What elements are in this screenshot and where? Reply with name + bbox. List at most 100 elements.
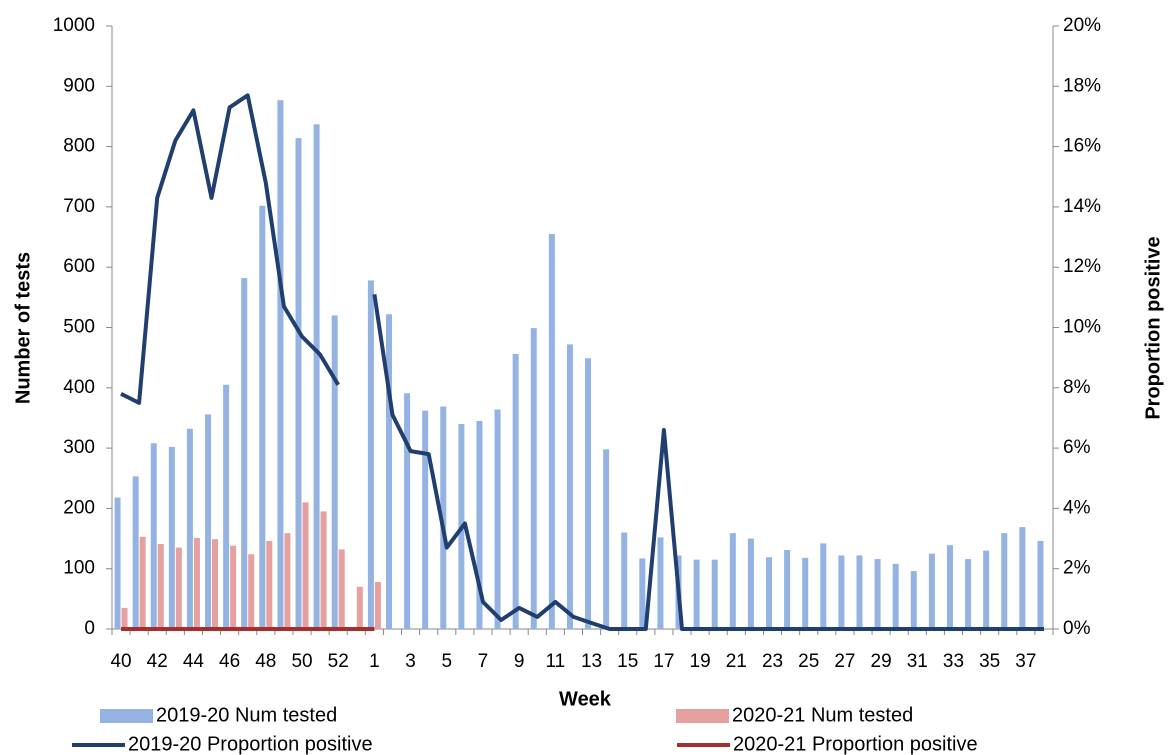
- bar: [784, 550, 791, 629]
- y2-tick-label: 16%: [1063, 136, 1101, 157]
- bar: [946, 545, 953, 629]
- bar: [367, 280, 374, 629]
- y2-tick-label: 0%: [1063, 618, 1091, 639]
- y2-tick-label: 4%: [1063, 497, 1091, 518]
- bar: [476, 420, 483, 629]
- x-tick-label: 15: [617, 651, 638, 672]
- bar: [284, 533, 291, 629]
- bar: [121, 607, 128, 629]
- x-tick-label: 35: [979, 651, 1000, 672]
- x-tick-label: 46: [219, 651, 240, 672]
- bar: [277, 100, 284, 629]
- bar: [892, 563, 899, 629]
- legend-label: 2020-21 Num tested: [732, 704, 913, 726]
- legend-label: 2019-20 Proportion positive: [128, 733, 373, 755]
- bar: [983, 550, 990, 629]
- x-tick-label: 40: [110, 651, 131, 672]
- bar: [114, 497, 121, 629]
- y-axis-title: Number of tests: [12, 252, 34, 404]
- x-tick-label: 44: [183, 651, 205, 672]
- bar: [139, 536, 146, 629]
- legend-swatch: [100, 709, 153, 723]
- x-tick-label: 7: [478, 651, 489, 672]
- legend-swatch: [676, 709, 729, 723]
- x-tick-label: 23: [762, 651, 783, 672]
- bar: [512, 354, 519, 629]
- bar: [212, 539, 219, 629]
- x-tick-label: 3: [405, 651, 416, 672]
- bar: [639, 558, 646, 629]
- bar: [440, 406, 447, 629]
- x-axis-title: Week: [559, 688, 612, 710]
- bar: [838, 555, 845, 629]
- bar: [928, 553, 935, 629]
- bar: [259, 205, 266, 629]
- y-tick-label: 300: [63, 437, 95, 458]
- line: [120, 93, 1044, 631]
- y-tick-label: 200: [63, 497, 95, 518]
- x-tick-label: 52: [328, 651, 349, 672]
- x-tick-label: 5: [441, 651, 452, 672]
- bar: [205, 414, 212, 629]
- legend-label: 2019-20 Num tested: [156, 704, 337, 726]
- y2-tick-label: 14%: [1063, 196, 1101, 217]
- y-tick-label: 100: [63, 558, 95, 579]
- x-tick-label: 1: [369, 651, 380, 672]
- bar: [910, 571, 917, 629]
- y2-tick-label: 10%: [1063, 317, 1101, 338]
- bar: [356, 586, 363, 629]
- y-tick-label: 500: [63, 317, 95, 338]
- bar: [802, 557, 809, 629]
- x-tick-label: 11: [545, 651, 565, 672]
- bar: [603, 449, 610, 629]
- bar: [248, 554, 255, 629]
- x-tick-label: 29: [871, 651, 892, 672]
- bar: [175, 547, 182, 629]
- x-tick-label: 48: [255, 651, 276, 672]
- y-tick-label: 600: [63, 256, 95, 277]
- bar: [295, 138, 302, 629]
- bar: [241, 278, 248, 629]
- bar: [230, 545, 237, 629]
- x-tick-label: 19: [690, 651, 711, 672]
- x-tick-label: 21: [726, 651, 747, 672]
- bar: [404, 393, 411, 629]
- y2-tick-label: 18%: [1063, 75, 1101, 96]
- bar: [223, 384, 230, 629]
- x-tick-label: 33: [943, 651, 964, 672]
- bar: [193, 537, 200, 629]
- bar: [820, 543, 827, 629]
- bar: [331, 315, 338, 629]
- bar: [374, 581, 381, 629]
- bar: [711, 559, 718, 629]
- x-tick-label: 31: [907, 651, 928, 672]
- bar: [766, 557, 773, 629]
- y2-tick-label: 20%: [1063, 15, 1101, 36]
- bar: [530, 328, 537, 629]
- bar: [385, 314, 392, 629]
- y2-tick-label: 8%: [1063, 377, 1091, 398]
- bar: [548, 234, 555, 629]
- bar: [965, 559, 972, 629]
- bar: [856, 555, 863, 629]
- y2-axis-title: Proportion positive: [1142, 236, 1164, 419]
- y2-tick-label: 2%: [1063, 558, 1091, 579]
- y-tick-label: 0: [84, 618, 95, 639]
- y-tick-label: 700: [63, 196, 95, 217]
- bar: [313, 124, 320, 629]
- x-tick-label: 9: [514, 651, 525, 672]
- y-tick-label: 400: [63, 377, 95, 398]
- y-tick-label: 800: [63, 136, 95, 157]
- x-tick-label: 50: [291, 651, 312, 672]
- bar: [150, 443, 157, 629]
- bar: [302, 502, 309, 629]
- y-tick-label: 1000: [53, 15, 95, 36]
- bar: [747, 538, 754, 629]
- bar: [132, 476, 139, 629]
- x-tick-label: 13: [581, 651, 602, 672]
- bar: [1019, 527, 1026, 629]
- bar: [566, 344, 573, 629]
- bar: [621, 532, 628, 629]
